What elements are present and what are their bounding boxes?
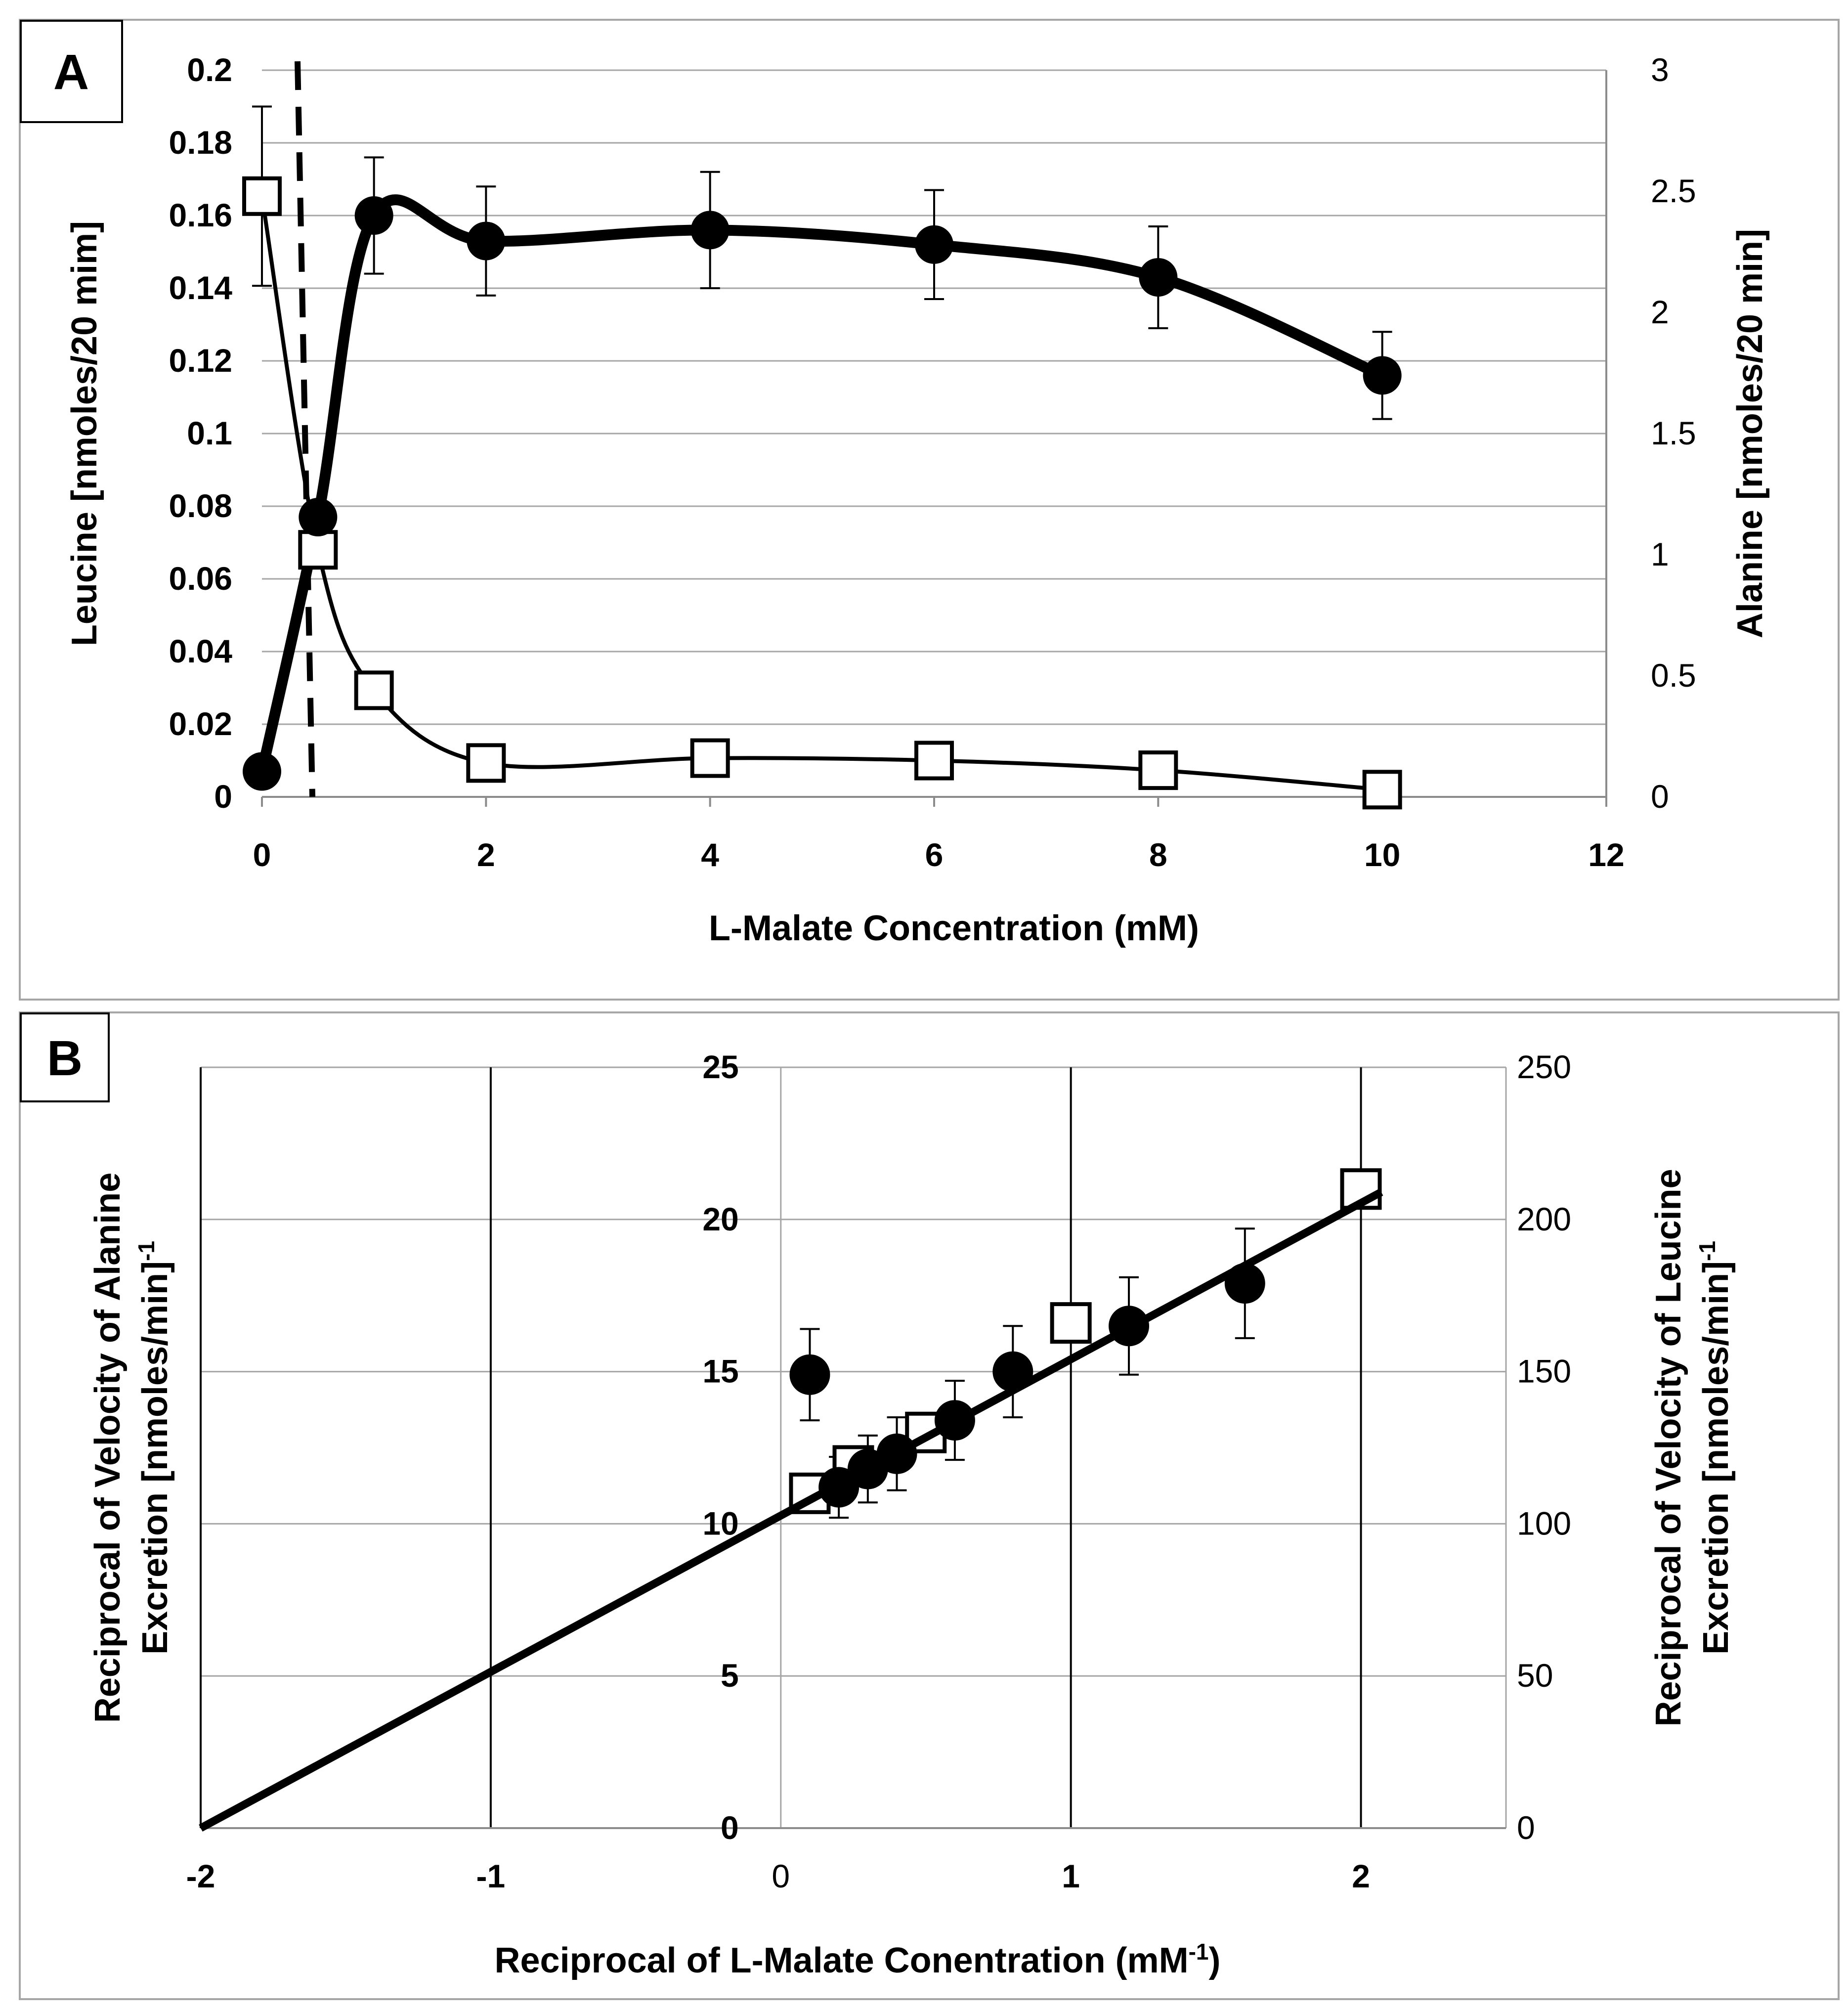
y-left-axis-title-b-sup: -1	[133, 1241, 159, 1261]
y-left-tick-label: 0.12	[169, 342, 232, 379]
y-left-tick-label: 0.08	[169, 487, 232, 524]
x-axis-title-b-end: )	[1209, 1941, 1221, 1980]
leucine-marker-circle	[299, 498, 338, 537]
y-left-tick-label: 0.04	[169, 633, 233, 669]
panel-a-chart: 0 0.02 0.04 0.06 0.08 0.1 0.12 0.14 0.16 0.18 0.2 0…	[65, 51, 1770, 948]
y-left-axis-title-b-main: Excretion [nmoles/min]	[135, 1261, 175, 1655]
y-left-tick-label: 0.1	[187, 415, 232, 451]
panel-b-letter: B	[47, 1031, 83, 1086]
leucine-marker-circle	[690, 211, 730, 250]
leucine-marker-circle-b	[789, 1354, 830, 1395]
x-tick-label: 6	[925, 836, 944, 873]
y-left-tick-label: 0.02	[169, 705, 232, 742]
y-right-tick-label: 0.5	[1651, 657, 1696, 694]
alanine-marker-square	[914, 741, 954, 781]
leucine-marker-circle	[467, 221, 506, 261]
y-left-tick-label: 0.16	[169, 197, 232, 233]
y-right-tick-label-b: 200	[1517, 1201, 1571, 1237]
leucine-marker-circle-b	[992, 1351, 1033, 1392]
y-right-tick-label-b: 50	[1517, 1657, 1553, 1694]
y-left-tick-label-b: 25	[702, 1049, 738, 1085]
y-right-axis-title-b-main: Excretion [nmoles/min]	[1696, 1261, 1736, 1655]
y-right-tick-label: 3	[1651, 51, 1669, 88]
alanine-marker-square	[690, 738, 730, 778]
leucine-marker-circle	[243, 752, 281, 791]
leucine-marker-circle-b	[1224, 1263, 1265, 1304]
x-axis-title: L-Malate Concentration (mM)	[709, 909, 1199, 948]
x-tick-label-b: -2	[186, 1858, 215, 1894]
leucine-marker-circle	[1363, 356, 1402, 395]
alanine-marker-square	[1362, 770, 1402, 810]
x-axis-title-b-sup: -1	[1189, 1939, 1209, 1965]
alanine-marker-square	[354, 670, 394, 710]
y-left-axis-title: Leucine [nmoles/20 mim]	[65, 221, 104, 646]
y-left-tick-label: 0.18	[169, 124, 232, 161]
alanine-marker-square	[466, 743, 506, 783]
y-left-tick-label-b: 5	[721, 1657, 739, 1694]
y-right-tick-label: 2	[1651, 294, 1669, 330]
y-left-tick-label: 0.06	[169, 560, 232, 597]
x-tick-label-b: 0	[772, 1858, 790, 1894]
alanine-marker-square	[298, 530, 338, 570]
x-tick-label: 2	[477, 836, 495, 873]
y-left-tick-label: 0.14	[169, 269, 233, 306]
x-axis-title-b: Reciprocal of L-Malate Conentration (mM-…	[495, 1939, 1221, 1980]
x-tick-label-b: -1	[476, 1858, 506, 1894]
y-right-tick-label: 1.5	[1651, 415, 1696, 451]
x-axis-title-b-main: Reciprocal of L-Malate Conentration (mM	[495, 1941, 1189, 1980]
y-right-axis-title-b-line1: Reciprocal of Velocity of Leucine	[1649, 1169, 1688, 1726]
y-right-tick-label-b: 250	[1517, 1049, 1571, 1085]
y-left-tick-label-b: 0	[721, 1809, 739, 1846]
leucine-marker-circle	[1139, 258, 1178, 297]
y-left-tick-label: 0	[214, 778, 232, 815]
y-left-tick-label: 0.2	[187, 51, 232, 88]
x-tick-label: 8	[1149, 836, 1167, 873]
leucine-marker-circle-b	[818, 1467, 860, 1508]
y-right-tick-label: 0	[1651, 778, 1669, 815]
alanine-marker-square	[1138, 750, 1178, 790]
x-tick-label-b: 1	[1062, 1858, 1080, 1894]
y-left-tick-label-b: 10	[702, 1505, 738, 1541]
y-right-tick-label: 1	[1651, 536, 1669, 572]
y-right-axis-title-b-line2: Excretion [nmoles/min]-1	[1694, 1241, 1736, 1655]
panel-b-label-box	[20, 1012, 110, 1102]
y-right-tick-label-b: 100	[1517, 1505, 1571, 1541]
x-tick-label: 10	[1364, 836, 1400, 873]
leucine-marker-circle-b	[934, 1400, 975, 1441]
y-left-tick-label-b: 15	[702, 1353, 738, 1390]
y-left-axis-title-b-line1: Reciprocal of Velocity of Alanine	[88, 1173, 128, 1723]
dashed-reference-line	[295, 61, 315, 797]
leucine-marker-circle-b	[1109, 1306, 1150, 1347]
panel-b-frame	[19, 1011, 1840, 2000]
x-tick-label-b: 2	[1352, 1858, 1370, 1894]
alanine-marker-square-b	[1050, 1302, 1092, 1344]
y-right-tick-label-b: 0	[1517, 1809, 1535, 1846]
y-right-tick-label-b: 150	[1517, 1353, 1571, 1390]
leucine-marker-circle	[915, 225, 953, 264]
y-left-tick-label-b: 20	[702, 1201, 738, 1237]
panel-a-letter: A	[53, 44, 89, 100]
x-tick-label: 0	[253, 836, 271, 873]
y-right-axis-title: Alanine [nmoles/20 min]	[1730, 229, 1770, 638]
x-tick-label: 4	[701, 836, 719, 873]
leucine-marker-circle-b	[876, 1433, 917, 1474]
leucine-series-line	[257, 194, 1385, 773]
x-tick-label: 12	[1588, 836, 1624, 873]
regression-line	[199, 1188, 1383, 1832]
y-right-tick-label: 2.5	[1651, 173, 1696, 209]
y-left-axis-title-b-line2: Excretion [nmoles/min]-1	[133, 1241, 175, 1655]
leucine-marker-circle	[354, 196, 393, 235]
alanine-marker-square	[242, 176, 282, 216]
panel-a-label-box	[20, 20, 123, 123]
y-right-axis-title-b-sup: -1	[1694, 1241, 1720, 1261]
